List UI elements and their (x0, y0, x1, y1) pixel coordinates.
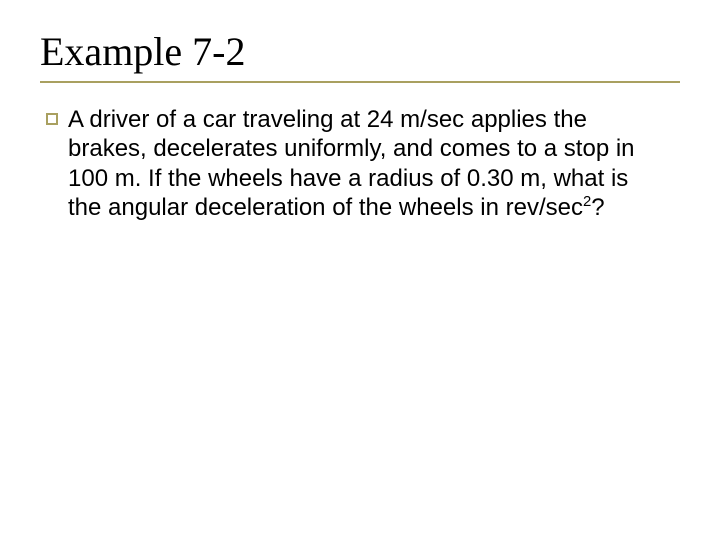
body-text: A driver of a car traveling at 24 m/sec … (68, 105, 668, 222)
title-underline: Example 7-2 (40, 28, 680, 83)
body-text-tail: ? (591, 194, 604, 221)
slide: Example 7-2 A driver of a car traveling … (0, 0, 720, 222)
square-bullet-icon (46, 113, 58, 125)
body-text-main: A driver of a car traveling at 24 m/sec … (68, 106, 635, 221)
slide-title: Example 7-2 (40, 28, 680, 75)
body-row: A driver of a car traveling at 24 m/sec … (40, 105, 680, 222)
